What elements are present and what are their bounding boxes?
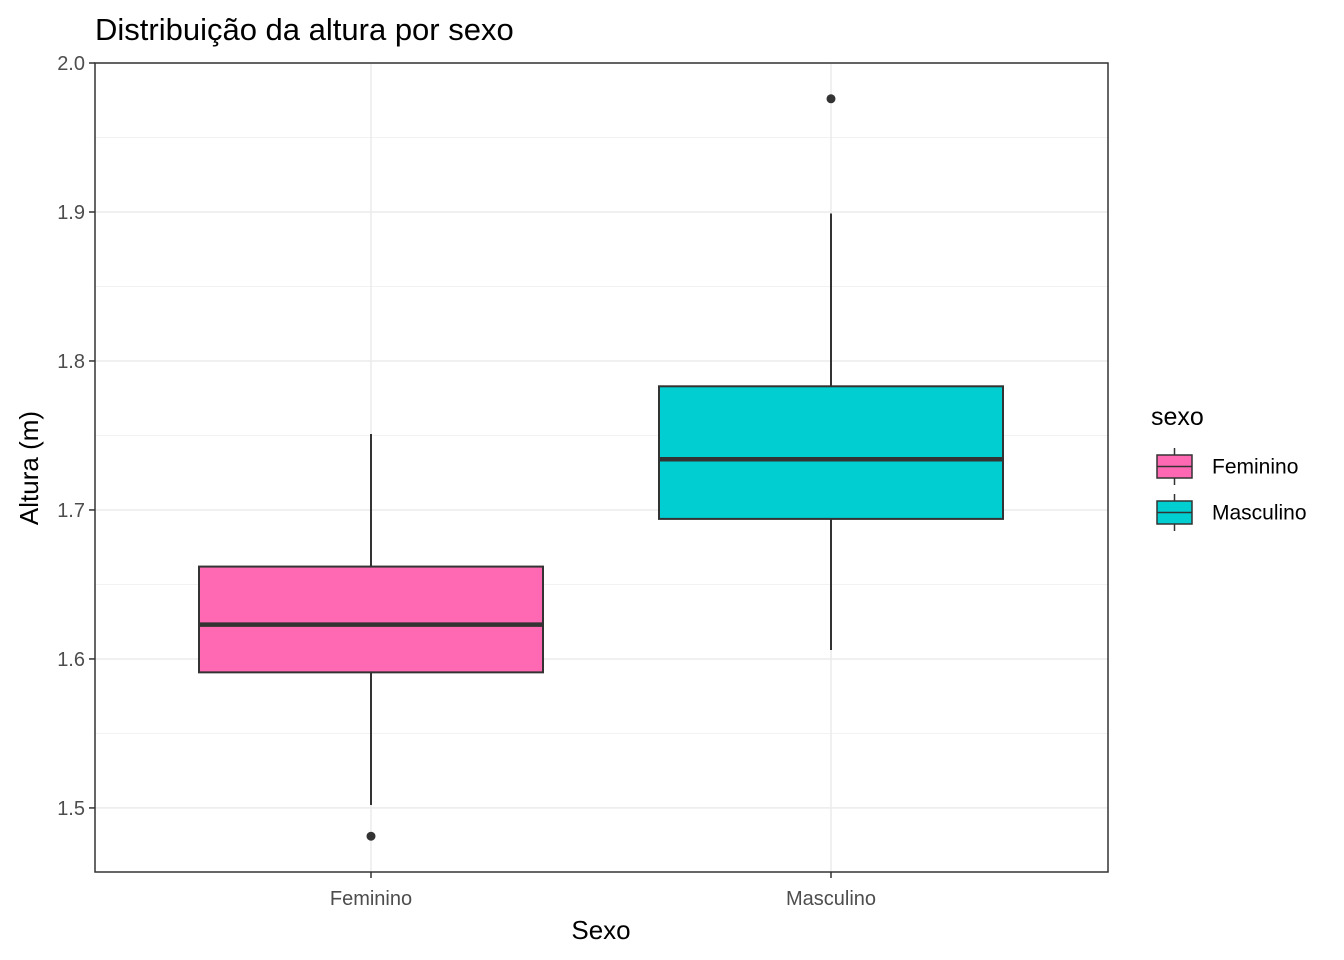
box-feminino bbox=[198, 433, 544, 841]
x-tick-label: Masculino bbox=[786, 888, 876, 910]
outlier-point bbox=[366, 831, 376, 841]
legend-label: Feminino bbox=[1212, 456, 1298, 479]
outlier-point bbox=[826, 94, 836, 104]
x-tick-label: Feminino bbox=[330, 888, 412, 910]
y-tick-label: 1.7 bbox=[57, 500, 85, 522]
box-iqr bbox=[658, 385, 1004, 520]
box-masculino bbox=[658, 94, 1004, 651]
chart-title: Distribuição da altura por sexo bbox=[95, 12, 514, 47]
y-tick-label: 1.6 bbox=[57, 649, 85, 671]
legend-item-feminino: Feminino bbox=[1156, 448, 1298, 485]
box-iqr bbox=[198, 565, 544, 674]
y-axis: 1.5 1.6 1.7 1.8 1.9 2.0 bbox=[57, 53, 95, 820]
legend-title: sexo bbox=[1151, 403, 1204, 431]
y-tick-label: 1.9 bbox=[57, 202, 85, 224]
plot-border bbox=[94, 62, 1109, 873]
y-tick-label: 2.0 bbox=[57, 53, 85, 75]
y-tick-label: 1.5 bbox=[57, 798, 85, 820]
x-axis-title: Sexo bbox=[571, 915, 630, 945]
legend: sexo Feminino Masculino bbox=[1151, 403, 1307, 531]
y-axis-title: Altura (m) bbox=[14, 411, 44, 525]
legend-label: Masculino bbox=[1212, 502, 1307, 525]
x-axis: Feminino Masculino bbox=[330, 872, 876, 910]
boxes bbox=[198, 94, 1004, 841]
legend-item-masculino: Masculino bbox=[1156, 494, 1307, 531]
y-tick-label: 1.8 bbox=[57, 351, 85, 373]
